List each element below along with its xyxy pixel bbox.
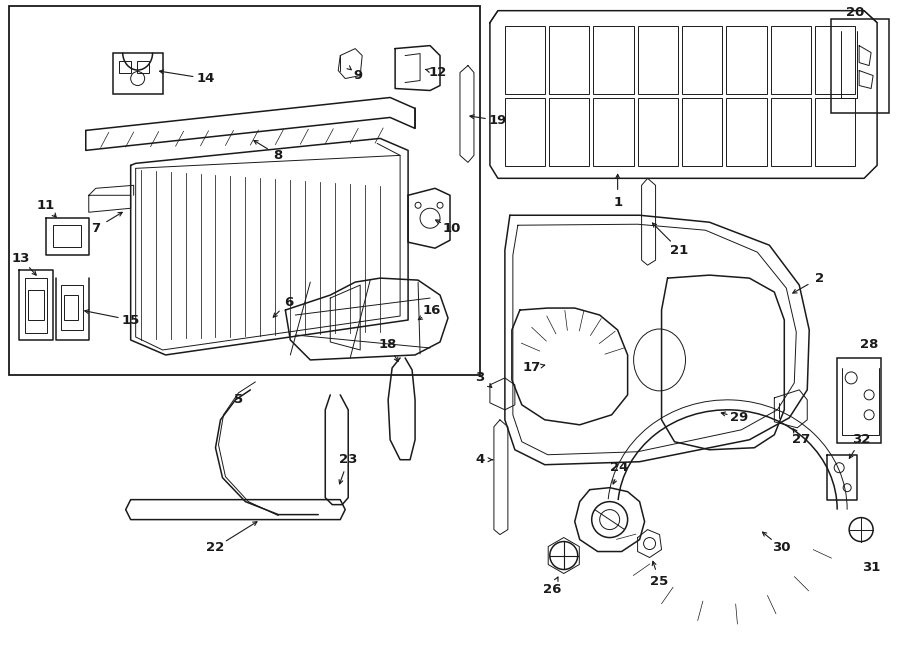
Text: 3: 3 [475, 371, 484, 385]
Bar [549, 98, 590, 167]
Text: 15: 15 [122, 313, 140, 327]
Bar [61, 285, 83, 330]
Text: 17: 17 [523, 362, 541, 374]
Bar [112, 53, 163, 95]
Text: 28: 28 [860, 338, 878, 352]
Text: 22: 22 [206, 541, 225, 554]
Text: 31: 31 [862, 561, 880, 574]
Bar [638, 98, 678, 167]
Bar [505, 98, 545, 167]
Bar [9, 6, 480, 375]
Text: 18: 18 [379, 338, 397, 352]
Bar [505, 26, 545, 94]
Bar [119, 61, 130, 73]
Bar [28, 290, 44, 320]
Text: 6: 6 [284, 295, 293, 309]
Text: 26: 26 [543, 583, 561, 596]
Text: 23: 23 [339, 453, 357, 466]
Bar [682, 98, 723, 167]
Bar [837, 358, 881, 443]
Bar [53, 225, 81, 247]
Text: 8: 8 [274, 149, 283, 162]
Bar [638, 26, 678, 94]
Text: 30: 30 [772, 541, 790, 554]
Text: 9: 9 [354, 69, 363, 82]
Text: 7: 7 [91, 221, 100, 235]
Bar [726, 26, 767, 94]
Text: 1: 1 [613, 196, 622, 209]
Text: 27: 27 [792, 433, 810, 446]
Bar [770, 26, 811, 94]
Text: 12: 12 [429, 66, 447, 79]
Text: 14: 14 [196, 72, 215, 85]
Bar [593, 98, 634, 167]
Text: 11: 11 [37, 199, 55, 212]
Text: 13: 13 [12, 252, 30, 264]
Text: 20: 20 [846, 6, 864, 19]
Text: 19: 19 [489, 114, 507, 127]
Bar [593, 26, 634, 94]
Text: 25: 25 [651, 575, 669, 588]
Bar [64, 295, 77, 320]
Text: 32: 32 [852, 433, 870, 446]
Bar [814, 98, 855, 167]
Bar [549, 26, 590, 94]
Bar [770, 98, 811, 167]
Bar [25, 278, 47, 333]
Text: 21: 21 [670, 244, 688, 256]
Text: 10: 10 [443, 221, 461, 235]
Text: 4: 4 [475, 453, 484, 466]
Bar [814, 26, 855, 94]
Text: 5: 5 [234, 393, 243, 407]
Text: 16: 16 [423, 303, 441, 317]
Bar [726, 98, 767, 167]
Bar [832, 19, 889, 114]
Text: 24: 24 [610, 461, 629, 474]
Bar [682, 26, 723, 94]
Bar [137, 61, 148, 73]
Text: 2: 2 [814, 272, 824, 285]
Text: 29: 29 [730, 411, 749, 424]
